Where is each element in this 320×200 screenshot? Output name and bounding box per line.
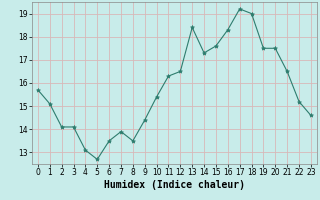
X-axis label: Humidex (Indice chaleur): Humidex (Indice chaleur) — [104, 180, 245, 190]
